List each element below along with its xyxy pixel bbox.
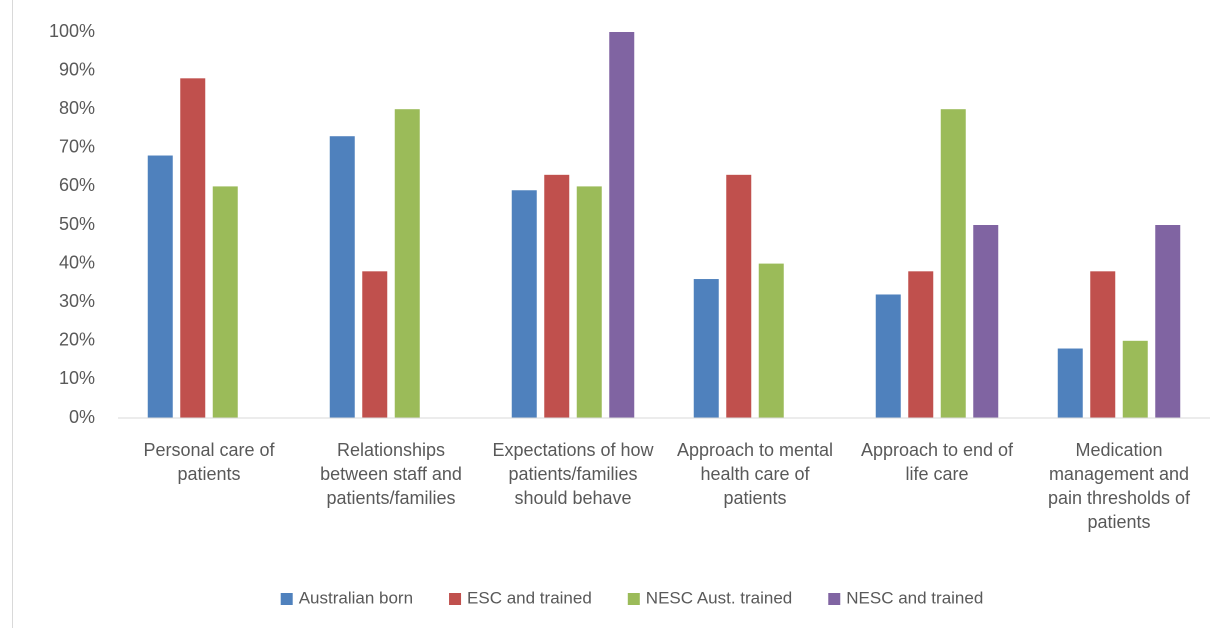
- legend-swatch: [828, 593, 841, 605]
- legend-swatch: [449, 593, 462, 605]
- bar: [1057, 348, 1083, 418]
- y-tick-label: 20%: [59, 330, 95, 350]
- bar: [329, 136, 355, 418]
- y-tick-label: 90%: [59, 59, 95, 79]
- bar: [973, 225, 999, 418]
- legend-label: NESC Aust. trained: [646, 588, 792, 607]
- bar: [908, 271, 934, 418]
- legend-swatch: [627, 593, 640, 605]
- y-tick-label: 80%: [59, 98, 95, 118]
- y-tick-label: 10%: [59, 368, 95, 388]
- bar: [180, 78, 206, 418]
- bar: [1122, 340, 1148, 418]
- bar: [212, 186, 238, 418]
- legend-label: ESC and trained: [467, 588, 592, 607]
- legend-label: NESC and trained: [846, 588, 983, 607]
- bar: [511, 190, 537, 418]
- y-tick-label: 60%: [59, 175, 95, 195]
- x-tick-label: Relationships between staff and patients…: [320, 440, 462, 508]
- legend-label: Australian born: [299, 588, 413, 607]
- bar: [758, 263, 784, 418]
- y-tick-label: 70%: [59, 137, 95, 157]
- bar: [609, 32, 635, 418]
- bar: [1155, 225, 1181, 418]
- legend-swatch: [280, 593, 293, 605]
- bar: [693, 279, 719, 418]
- bar: [726, 174, 752, 418]
- bar: [362, 271, 388, 418]
- x-tick-label: Personal care of patients: [143, 440, 275, 484]
- x-tick-label: Approach to mental health care of patien…: [676, 440, 834, 508]
- bar: [576, 186, 602, 418]
- bar: [875, 294, 901, 418]
- x-tick-label: Expectations of how patients/families sh…: [492, 440, 654, 508]
- bar: [940, 109, 966, 418]
- y-tick-label: 40%: [59, 252, 95, 272]
- bar: [544, 174, 570, 418]
- y-tick-label: 0%: [69, 407, 95, 427]
- y-tick-label: 30%: [59, 291, 95, 311]
- x-tick-label: Approach to end of life care: [860, 440, 1014, 484]
- y-tick-label: 50%: [59, 214, 95, 234]
- bar: [147, 155, 173, 418]
- bar: [1090, 271, 1116, 418]
- x-tick-label: Medication management and pain threshold…: [1047, 440, 1191, 532]
- bar: [394, 109, 420, 418]
- y-tick-label: 100%: [49, 21, 95, 41]
